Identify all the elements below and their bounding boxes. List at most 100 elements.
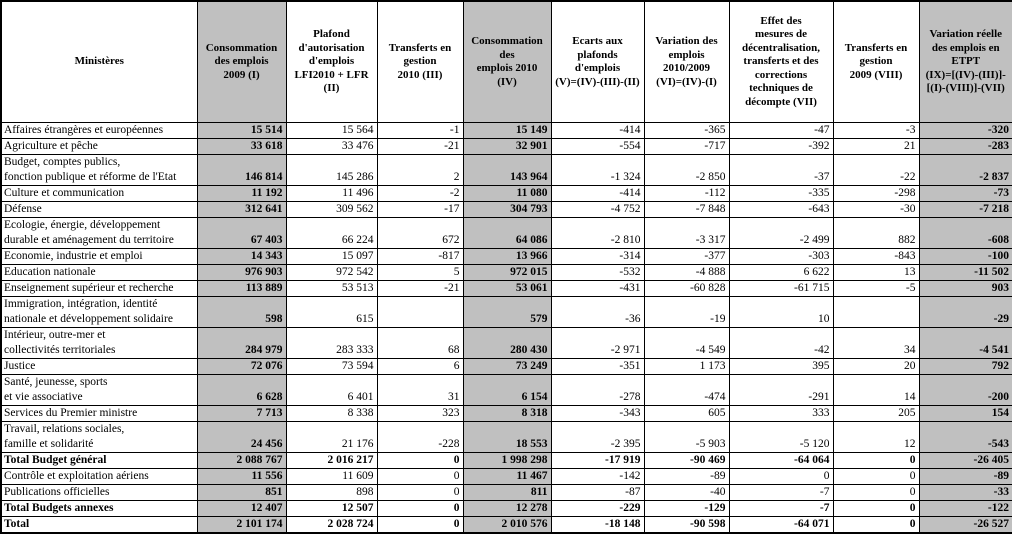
data-cell: 605: [643, 405, 730, 422]
table-row: Agriculture et pêche 33 618 33 476 -21 32 90…: [0, 138, 1012, 155]
data-cell: -2 837: [918, 154, 1012, 186]
data-cell: -112: [643, 185, 730, 202]
data-cell: 8 338: [285, 405, 378, 422]
table-row: Défense 312 641 309 562 -17 304 793 -4 752 -7 …: [0, 201, 1012, 218]
data-cell: 67 403: [196, 217, 287, 249]
data-cell: 898: [285, 484, 378, 501]
data-cell: -26 527: [918, 516, 1012, 534]
data-cell: 11 556: [196, 468, 287, 485]
data-cell: -532: [550, 264, 645, 281]
data-cell: 53 513: [285, 280, 378, 297]
data-cell: 15 149: [462, 122, 552, 139]
data-cell: 1 998 298: [462, 452, 552, 469]
data-cell: 8 318: [462, 405, 552, 422]
data-cell: 304 793: [462, 201, 552, 218]
row-label: Contrôle et exploitation aériens: [0, 468, 198, 485]
data-cell: -343: [550, 405, 645, 422]
data-cell: 851: [196, 484, 287, 501]
data-cell: -17: [376, 201, 464, 218]
data-cell: -2 395: [550, 421, 645, 453]
data-cell: 13 966: [462, 248, 552, 265]
data-cell: 312 641: [196, 201, 287, 218]
data-cell: -291: [728, 374, 834, 406]
table-row: Economie, industrie et emploi 14 343 15 09…: [0, 248, 1012, 265]
data-cell: -2 499: [728, 217, 834, 249]
column-header: Transferts en gestion 2009 (VIII): [832, 0, 920, 123]
data-cell: -817: [376, 248, 464, 265]
data-cell: -843: [832, 248, 920, 265]
data-cell: 12 507: [285, 500, 378, 517]
data-cell: -21: [376, 138, 464, 155]
data-cell: -2 971: [550, 327, 645, 359]
row-label: Total: [0, 516, 198, 534]
data-cell: -19: [643, 296, 730, 328]
data-cell: -61 715: [728, 280, 834, 297]
data-cell: 6 401: [285, 374, 378, 406]
data-cell: 33 618: [196, 138, 287, 155]
data-cell: 0: [376, 452, 464, 469]
data-cell: -36: [550, 296, 645, 328]
table-row: Santé, jeunesse, sports et vie associati…: [0, 374, 1012, 406]
data-cell: 0: [832, 484, 920, 501]
data-cell: -17 919: [550, 452, 645, 469]
data-cell: 323: [376, 405, 464, 422]
data-cell: -283: [918, 138, 1012, 155]
data-cell: 31: [376, 374, 464, 406]
data-cell: 882: [832, 217, 920, 249]
data-cell: -18 148: [550, 516, 645, 534]
data-cell: -89: [918, 468, 1012, 485]
row-label: Affaires étrangères et européennes: [0, 122, 198, 139]
data-cell: -7: [728, 484, 834, 501]
data-cell: -64 064: [728, 452, 834, 469]
data-cell: 5: [376, 264, 464, 281]
table-row: Total 2 101 174 2 028 724 0 2 010 576 -18 148…: [0, 516, 1012, 534]
data-cell: 0: [376, 468, 464, 485]
row-label: Justice: [0, 358, 198, 375]
data-cell: 579: [462, 296, 552, 328]
data-cell: -26 405: [918, 452, 1012, 469]
column-header: Consommation des emplois 2010 (IV): [462, 0, 552, 123]
data-cell: 2 016 217: [285, 452, 378, 469]
data-cell: 2 028 724: [285, 516, 378, 534]
data-cell: 73 249: [462, 358, 552, 375]
data-cell: -229: [550, 500, 645, 517]
row-label: Travail, relations sociales, famille et …: [0, 421, 198, 453]
table-row: Total Budgets annexes 12 407 12 507 0 12 278…: [0, 500, 1012, 517]
data-cell: -47: [728, 122, 834, 139]
data-cell: -2 850: [643, 154, 730, 186]
table-row: Publications officielles 851 898 0 811 -87 -40…: [0, 484, 1012, 501]
data-cell: 792: [918, 358, 1012, 375]
data-cell: -2: [376, 185, 464, 202]
data-cell: 64 086: [462, 217, 552, 249]
data-cell: 0: [832, 516, 920, 534]
data-cell: 15 514: [196, 122, 287, 139]
data-cell: -4 541: [918, 327, 1012, 359]
data-cell: 972 542: [285, 264, 378, 281]
data-cell: 6: [376, 358, 464, 375]
row-label: Culture et communication: [0, 185, 198, 202]
data-cell: -4 752: [550, 201, 645, 218]
data-cell: -3: [832, 122, 920, 139]
table-row: Ecologie, énergie, développement durable…: [0, 217, 1012, 249]
data-cell: 6 622: [728, 264, 834, 281]
data-cell: -643: [728, 201, 834, 218]
data-cell: 13: [832, 264, 920, 281]
data-cell: -40: [643, 484, 730, 501]
data-cell: -2 810: [550, 217, 645, 249]
data-cell: 0: [376, 500, 464, 517]
column-header: Transferts en gestion 2010 (III): [376, 0, 464, 123]
table-row: Immigration, intégration, identité natio…: [0, 296, 1012, 328]
data-cell: 12 407: [196, 500, 287, 517]
data-cell: -278: [550, 374, 645, 406]
row-label: Publications officielles: [0, 484, 198, 501]
data-cell: -543: [918, 421, 1012, 453]
data-cell: 2 010 576: [462, 516, 552, 534]
row-label: Intérieur, outre-mer et collectivités te…: [0, 327, 198, 359]
table-row: Contrôle et exploitation aériens 11 556 11…: [0, 468, 1012, 485]
data-cell: 0: [728, 468, 834, 485]
data-cell: -335: [728, 185, 834, 202]
column-header: Variation réelle des emplois en ETPT (IX…: [918, 0, 1012, 123]
data-cell: -142: [550, 468, 645, 485]
